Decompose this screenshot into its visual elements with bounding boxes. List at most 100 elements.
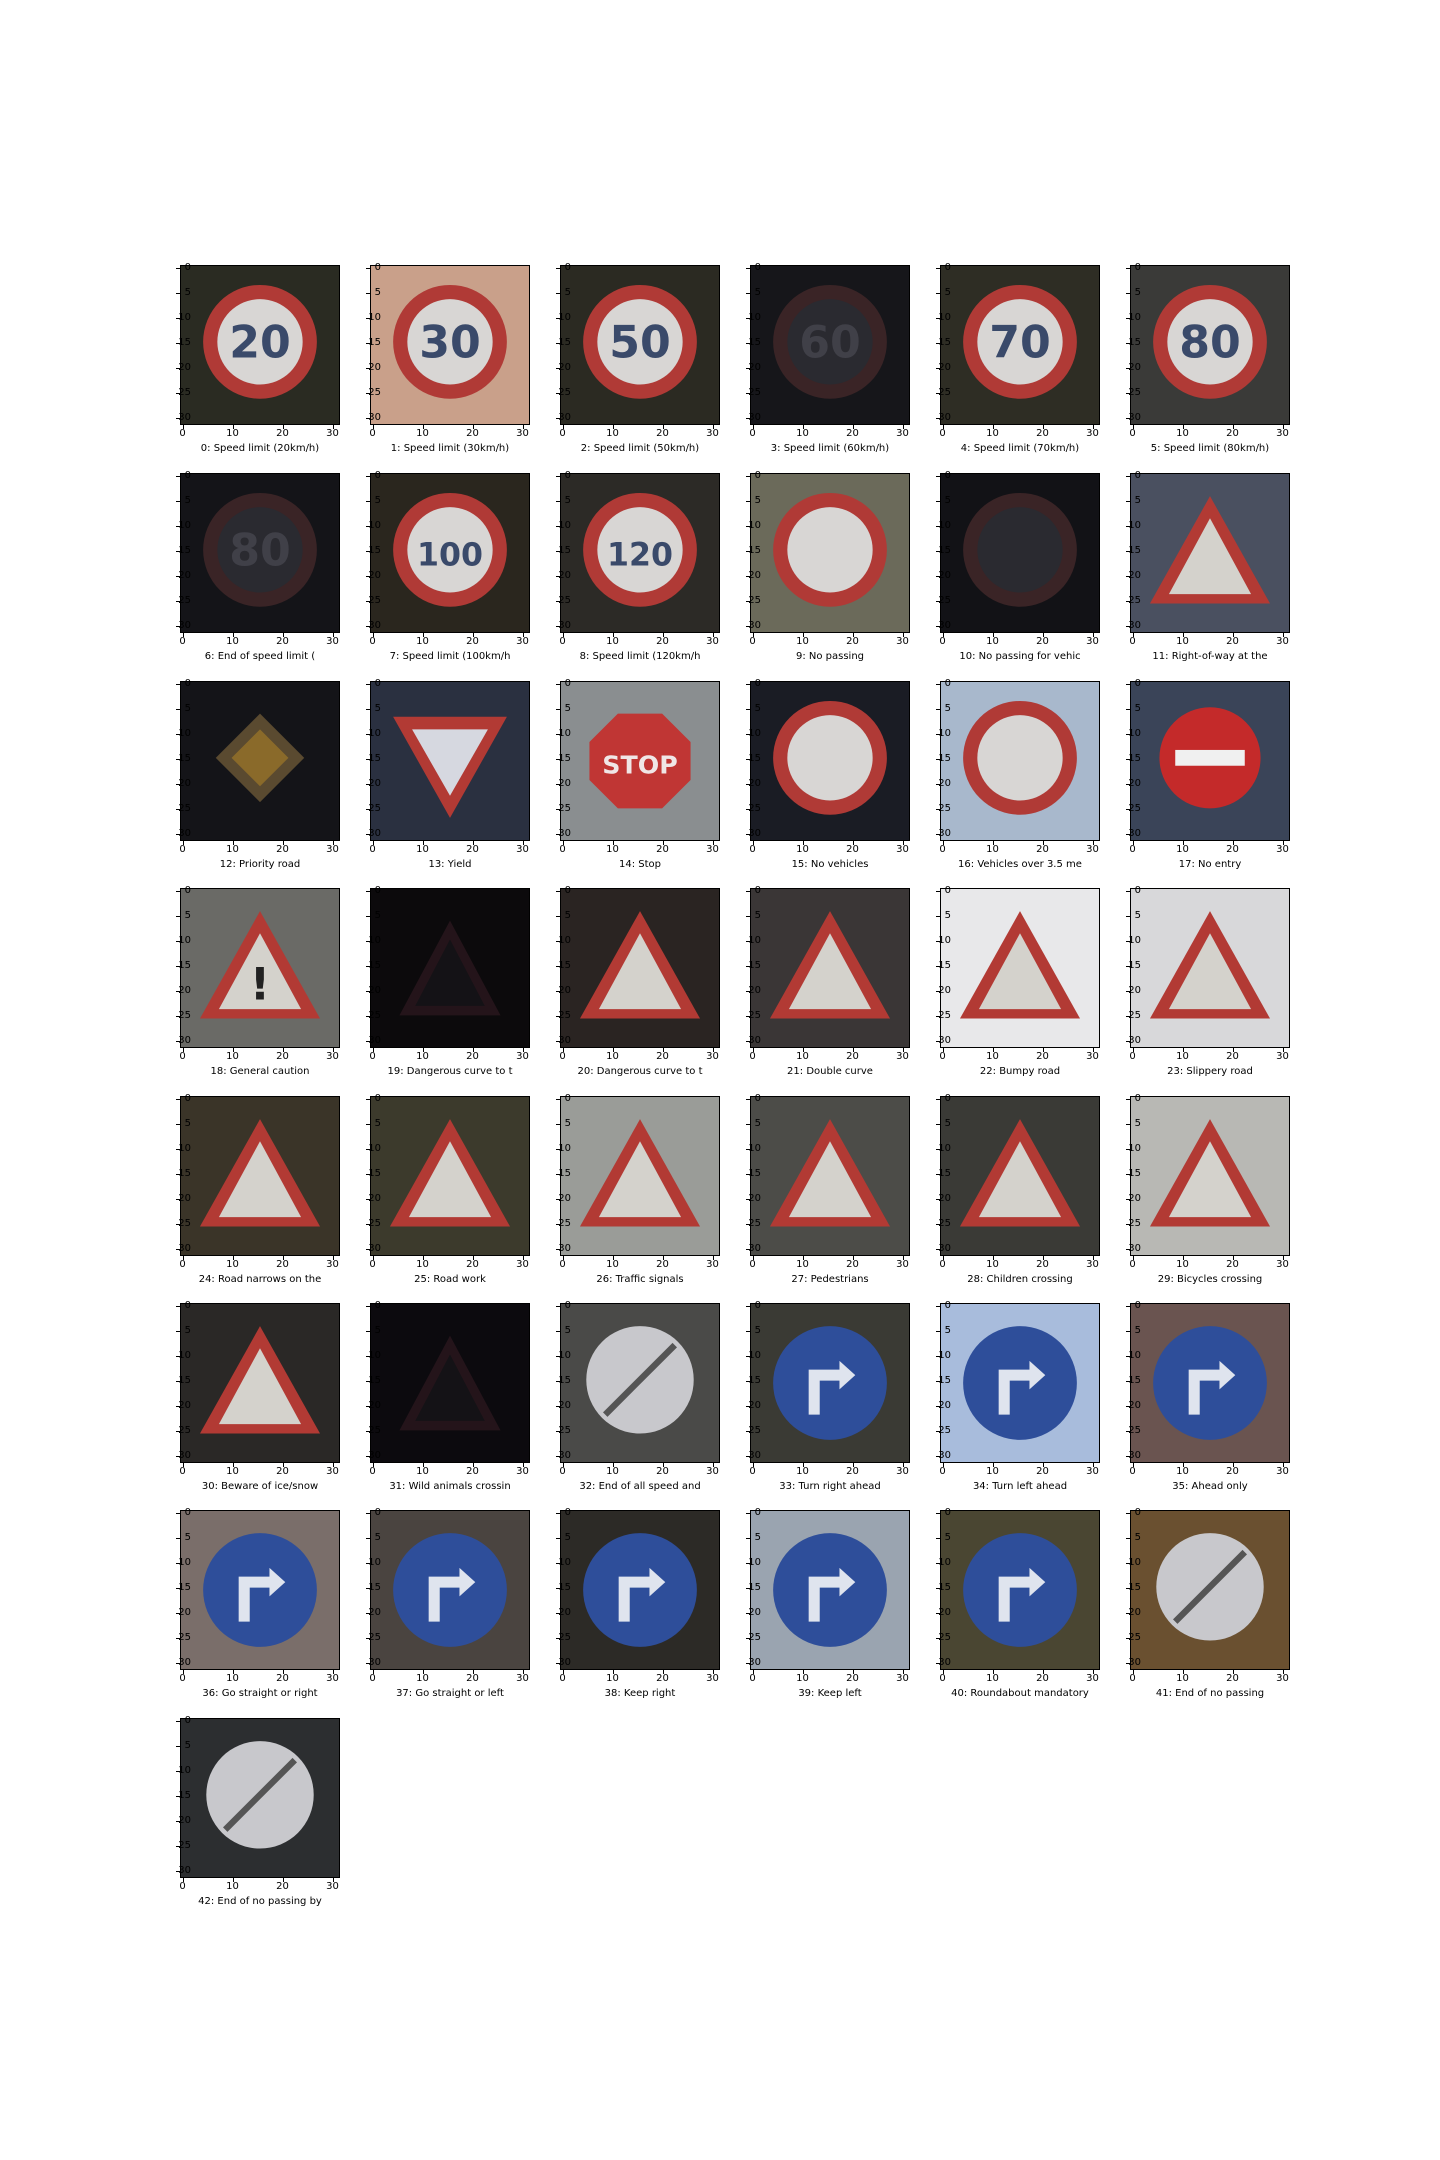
- y-tick-mark: [176, 417, 180, 419]
- y-tick-label: 25: [938, 594, 951, 606]
- x-tick-mark: [852, 1048, 854, 1052]
- sign-image: [750, 888, 910, 1048]
- x-tick-mark: [562, 1256, 564, 1260]
- sign-panel: 20 0 5 10 15 20 25 30 0 10 20 30 0: Speed limit (20k…: [176, 262, 355, 455]
- y-tick-label: 15: [938, 1167, 951, 1179]
- x-tick-mark: [612, 633, 614, 637]
- sign-image: [370, 681, 530, 841]
- y-tick-label: 0: [754, 884, 761, 896]
- sign-panel: STOP 0 5 10 15 20 25 30 0 10 20 30 14: Stop: [556, 677, 735, 871]
- keep-left-icon: [751, 1511, 909, 1669]
- x-tick-mark: [562, 633, 564, 637]
- y-tick-mark: [936, 1430, 940, 1432]
- x-tick-label: 30: [326, 1881, 339, 1892]
- sign-panel: 80 0 5 10 15 20 25 30 0 10 20 30 5: Speed limit (80k…: [1126, 262, 1305, 455]
- x-tick-label: 20: [466, 428, 479, 439]
- y-tick-label: 20: [1128, 361, 1141, 373]
- y-tick-mark: [1126, 990, 1130, 992]
- y-tick-mark: [746, 292, 750, 294]
- sign-caption: 34: Turn left ahead: [972, 1481, 1068, 1492]
- y-tick-label: 30: [178, 1242, 191, 1254]
- x-tick-label: 0: [749, 1466, 756, 1477]
- y-tick-mark: [366, 708, 370, 710]
- y-tick-label: 25: [1128, 594, 1141, 606]
- y-tick-mark: [176, 783, 180, 785]
- x-tick-label: 30: [1276, 1051, 1289, 1062]
- y-tick-label: 0: [944, 261, 951, 273]
- y-tick-label: 0: [944, 1092, 951, 1104]
- y-tick-mark: [1126, 367, 1130, 369]
- x-tick-label: 30: [1086, 1259, 1099, 1270]
- y-tick-label: 25: [1128, 1424, 1141, 1436]
- sign-panel: 50 0 5 10 15 20 25 30 0 10 20 30 2: Speed limit (50k…: [556, 261, 735, 455]
- y-tick-label: 20: [1128, 1399, 1141, 1411]
- y-tick-mark: [366, 1123, 370, 1125]
- sign-panel: 0 5 10 15 20 25 30 0 10 20 30 34: Turn left ahead: [936, 1300, 1115, 1493]
- y-tick-mark: [366, 1248, 370, 1250]
- y-tick-mark: [366, 1430, 370, 1432]
- y-tick-label: 0: [564, 469, 571, 481]
- x-tick-mark: [282, 1463, 284, 1467]
- y-tick-label: 20: [368, 777, 381, 789]
- y-tick-mark: [556, 808, 560, 810]
- y-tick-mark: [366, 1637, 370, 1639]
- y-tick-mark: [556, 317, 560, 319]
- y-tick-label: 10: [178, 1556, 191, 1568]
- x-tick-mark: [522, 633, 524, 637]
- y-tick-mark: [1126, 1662, 1130, 1664]
- y-tick-mark: [366, 1512, 370, 1514]
- y-tick-label: 15: [558, 959, 571, 971]
- y-tick-label: 25: [558, 1424, 571, 1436]
- y-tick-mark: [556, 1587, 560, 1589]
- x-tick-label: 20: [656, 1673, 669, 1684]
- x-tick-label: 30: [1086, 428, 1099, 439]
- x-tick-mark: [1282, 1463, 1284, 1467]
- sign-caption: 24: Road narrows on the: [198, 1274, 322, 1285]
- y-tick-mark: [556, 292, 560, 294]
- x-tick-label: 10: [796, 1673, 809, 1684]
- y-tick-label: 25: [558, 1009, 571, 1021]
- y-tick-mark: [746, 833, 750, 835]
- svg-text:50: 50: [609, 318, 671, 369]
- x-tick-mark: [852, 841, 854, 845]
- x-tick-label: 0: [939, 844, 946, 855]
- y-tick-mark: [1126, 683, 1130, 685]
- x-tick-mark: [852, 425, 854, 429]
- y-tick-mark: [366, 1305, 370, 1307]
- sign-caption: 13: Yield: [428, 859, 472, 870]
- yield-icon: [371, 682, 529, 840]
- pedestrians-icon: [751, 1097, 909, 1255]
- x-tick-label: 30: [896, 636, 909, 647]
- x-tick-mark: [472, 633, 474, 637]
- y-tick-mark: [366, 915, 370, 917]
- x-tick-label: 10: [226, 844, 239, 855]
- y-tick-label: 0: [374, 261, 381, 273]
- x-tick-mark: [232, 1670, 234, 1674]
- y-tick-mark: [746, 475, 750, 477]
- x-tick-label: 20: [846, 636, 859, 647]
- x-tick-label: 30: [896, 844, 909, 855]
- x-tick-mark: [992, 841, 994, 845]
- x-tick-mark: [182, 841, 184, 845]
- y-tick-mark: [1126, 1587, 1130, 1589]
- x-tick-mark: [182, 1878, 184, 1882]
- y-tick-label: 0: [564, 261, 571, 273]
- y-tick-label: 30: [1128, 619, 1141, 631]
- sign-caption: 14: Stop: [618, 859, 661, 870]
- y-tick-mark: [176, 575, 180, 577]
- y-tick-label: 15: [178, 752, 191, 764]
- y-tick-label: 15: [368, 544, 381, 556]
- y-tick-mark: [936, 1148, 940, 1150]
- x-tick-mark: [992, 425, 994, 429]
- y-tick-label: 0: [564, 677, 571, 689]
- y-tick-mark: [1126, 525, 1130, 527]
- x-tick-label: 10: [606, 1673, 619, 1684]
- y-tick-mark: [746, 342, 750, 344]
- y-tick-label: 0: [184, 884, 191, 896]
- y-tick-mark: [746, 1123, 750, 1125]
- x-tick-mark: [372, 425, 374, 429]
- x-tick-mark: [1282, 841, 1284, 845]
- y-tick-label: 20: [938, 1399, 951, 1411]
- x-tick-label: 10: [796, 1259, 809, 1270]
- y-tick-mark: [556, 1380, 560, 1382]
